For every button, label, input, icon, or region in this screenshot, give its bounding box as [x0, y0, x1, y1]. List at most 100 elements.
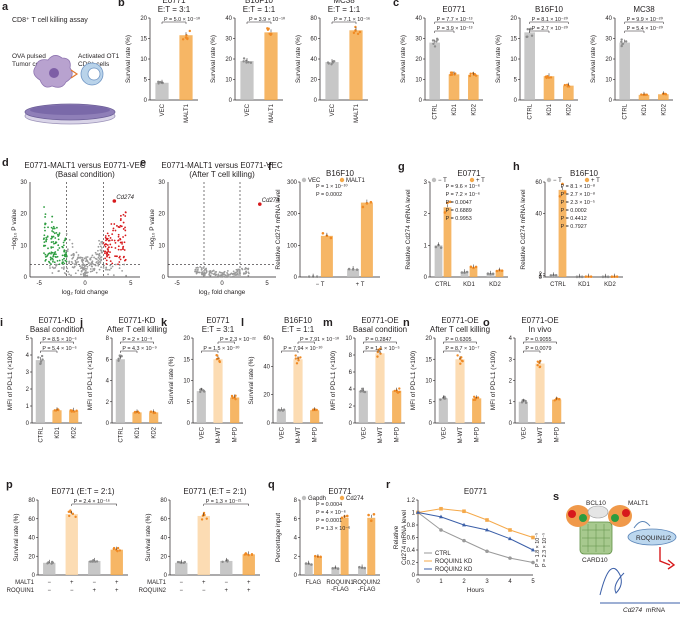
chart-title: E0771: [162, 0, 186, 5]
chart-title: B16F10: [570, 169, 599, 178]
y-axis-label: Survival rate (%): [145, 513, 152, 561]
y-tick-label: 0: [164, 573, 168, 579]
data-point: [122, 228, 125, 230]
data-point: [86, 256, 89, 258]
data-point: [112, 229, 114, 232]
data-point: [124, 226, 126, 229]
p-value: P = 2.3 × 10⁻⁵: [542, 533, 548, 567]
data-point: [51, 257, 54, 260]
data-point: [82, 267, 85, 270]
y-tick-label: 15: [183, 357, 190, 363]
data-point: [58, 233, 61, 236]
y-tick-label: 0: [24, 275, 28, 281]
p-value: P = 7.91 × 10⁻¹⁰: [300, 337, 339, 343]
data-point: [468, 74, 472, 78]
x-tick-label: KD1: [578, 282, 590, 288]
legend-label: MALT1: [346, 178, 366, 184]
y-tick-label: 1.2: [407, 498, 416, 504]
data-point: [395, 390, 399, 393]
data-point: [183, 560, 187, 564]
data-point: [363, 390, 367, 394]
p-bracket: [443, 350, 461, 353]
legend-label: CTRL: [435, 551, 451, 557]
y-tick-label: 10: [158, 243, 165, 249]
bar: [179, 35, 193, 100]
x-tick-label: M-PD: [555, 426, 561, 442]
row-label: ROQUIN2: [139, 588, 167, 594]
data-point: [100, 250, 103, 253]
bar: [175, 562, 188, 575]
data-point: [247, 274, 250, 277]
x-tick-label: KD2: [152, 426, 158, 438]
y-tick-label: 8: [294, 498, 298, 504]
y-tick-label: 0: [609, 98, 613, 104]
data-point: [196, 269, 198, 271]
data-point: [105, 243, 108, 246]
y-tick-label: 20: [310, 78, 317, 84]
x-tick-label: KD2: [471, 103, 477, 115]
y-tick-label: 80: [310, 16, 317, 22]
data-point: [247, 271, 250, 274]
bar: [320, 235, 333, 277]
y-tick-label: 5: [144, 78, 148, 84]
data-point: [64, 255, 66, 258]
data-point: [241, 268, 244, 271]
y-tick-label: 80: [160, 498, 167, 504]
data-point: [347, 267, 351, 271]
y-tick-label: 5: [429, 400, 433, 406]
data-point: [48, 260, 50, 263]
y-axis-label: MFI of PD-L1 (×100): [7, 351, 14, 410]
bar: [65, 514, 78, 575]
data-point: [213, 273, 215, 276]
data-point: [66, 267, 69, 270]
p-value: P = 0.6889: [446, 208, 472, 214]
p-value: P = 0.9953: [446, 216, 472, 222]
bar: [325, 62, 339, 100]
chart-c-3: 0 10 20 30 40 Survival rate (%) E0771 c CTRL KD1 K…: [393, 0, 483, 120]
data-point: [117, 357, 120, 361]
p-value: P = 7.94 × 10⁻¹⁰: [283, 346, 322, 352]
data-point: [200, 518, 204, 521]
data-point: [214, 274, 217, 277]
data-point: [199, 390, 202, 394]
x-tick-label: + T: [356, 282, 365, 288]
chart-title: (Basal condition): [55, 170, 115, 179]
data-point: [460, 356, 463, 359]
chart-title: E0771: [457, 169, 481, 178]
data-point: [621, 42, 624, 46]
data-point: [119, 218, 122, 220]
data-point: [101, 242, 104, 245]
y-axis-label-line: Survival rate (%): [13, 513, 20, 561]
data-point: [556, 397, 559, 400]
y-tick-label: 1: [424, 243, 428, 249]
data-point: [508, 536, 512, 541]
y-axis-label: Survival rate (%): [400, 35, 407, 83]
p-value: P = 1.1 × 10⁻⁵: [365, 346, 399, 352]
data-point: [43, 234, 46, 237]
data-point: [297, 357, 300, 360]
panel-letter: p: [6, 479, 13, 491]
data-point: [221, 560, 224, 564]
data-point: [41, 358, 44, 361]
data-point: [361, 387, 364, 391]
data-point: [97, 259, 100, 262]
p-bracket: [523, 350, 541, 353]
data-point: [549, 274, 553, 277]
data-point: [245, 267, 248, 270]
data-point: [85, 256, 88, 259]
y-tick-label: 20: [28, 554, 35, 560]
data-point: [580, 275, 584, 279]
data-point: [358, 30, 362, 34]
y-tick-label: 2: [349, 404, 353, 410]
data-point: [575, 275, 579, 279]
y-axis-label: −log₁₀ P value: [11, 209, 18, 250]
y-tick-label: 0: [32, 573, 36, 579]
data-point: [443, 211, 447, 214]
data-point: [531, 535, 535, 540]
x-tick-label: M-PD: [475, 426, 481, 442]
data-point: [133, 410, 137, 414]
legend-marker: [339, 495, 345, 501]
data-point: [234, 271, 237, 274]
